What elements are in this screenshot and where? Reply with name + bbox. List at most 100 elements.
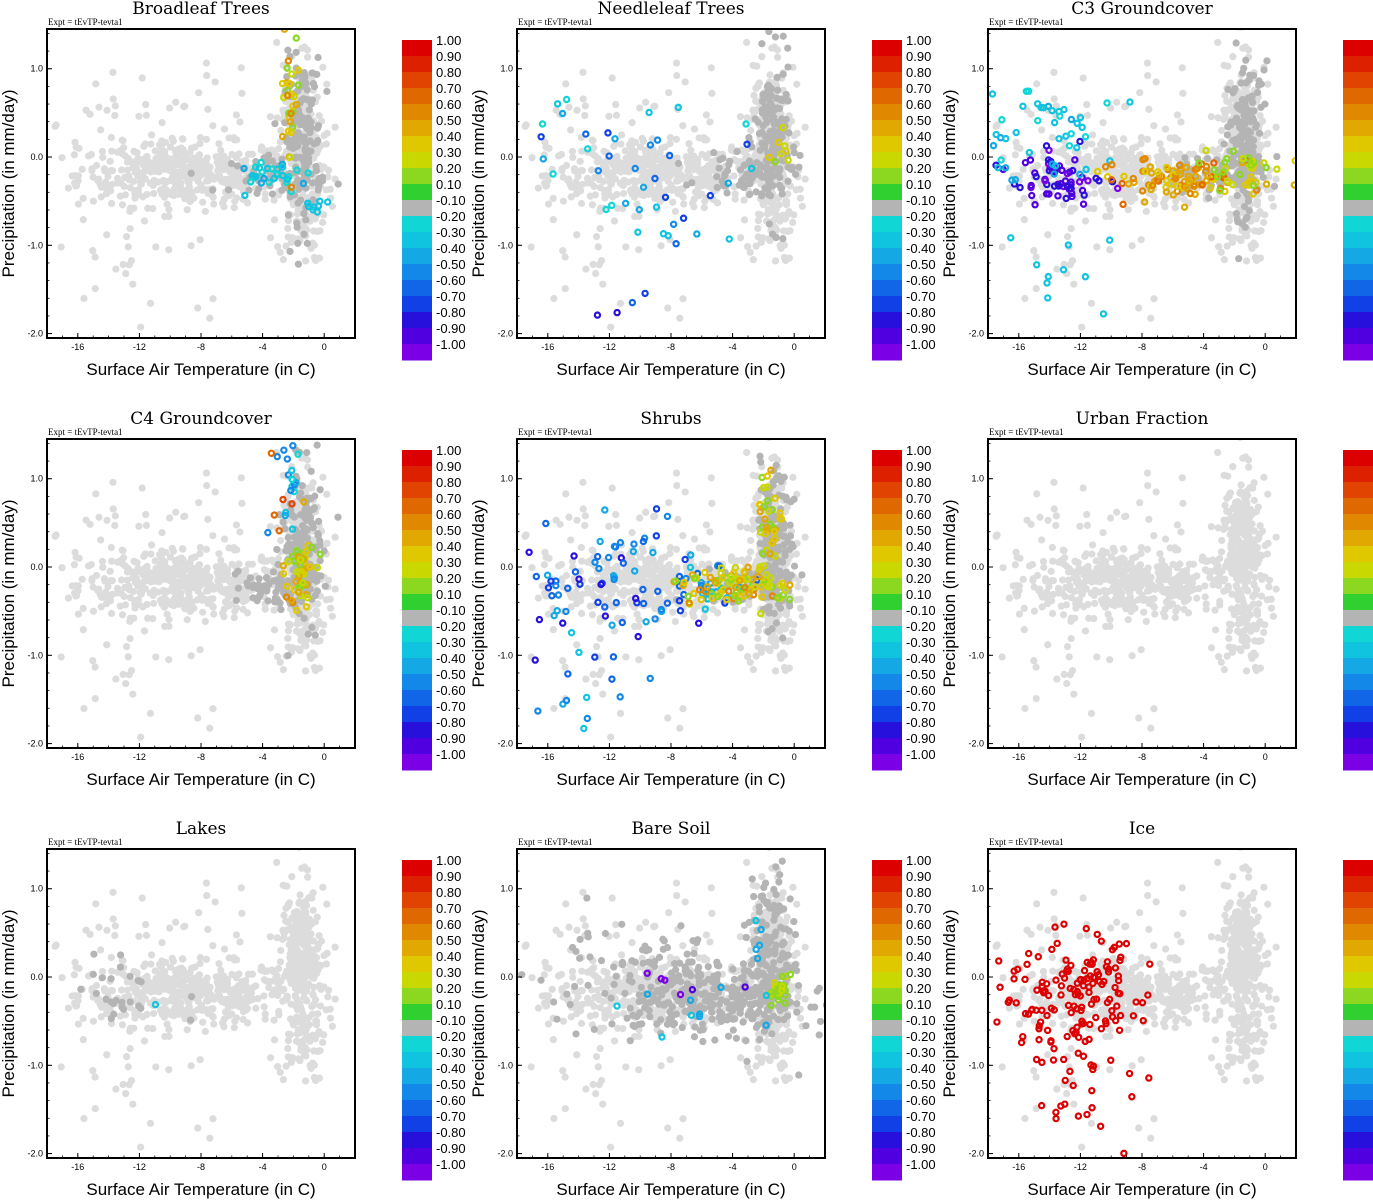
background-point [273,114,281,122]
background-point [578,167,586,175]
background-point [753,62,761,70]
background-point [218,609,227,617]
background-point [98,557,107,566]
data-point [1146,163,1154,171]
neutral-point [1228,162,1236,170]
data-point [1273,165,1281,173]
neutral-point [1233,192,1241,200]
data-point [1213,172,1222,181]
background-point [559,247,567,255]
background-point [261,190,269,198]
background-point [754,82,762,90]
neutral-point [1243,213,1251,221]
background-point [152,243,160,251]
background-point [89,607,98,615]
x-tick-label: 0 [792,342,797,352]
expt-label: Expt = tEvTP-tevta1 [48,427,123,437]
data-point [1223,154,1231,163]
data-point [645,108,653,117]
background-point [68,172,76,180]
neutral-point [294,260,303,268]
background-point [1256,254,1264,262]
data-point [278,132,287,141]
data-point [988,90,997,98]
background-point [561,284,569,293]
colorbar-swatch [872,232,902,249]
colorbar-swatch [872,168,902,185]
panel-title: C3 Groundcover [1071,0,1213,19]
background-point [52,531,60,539]
background-point [612,111,621,119]
neutral-point [1248,143,1256,151]
data-point [1059,266,1068,274]
background-point [1143,135,1152,143]
colorbar-label: 1.00 [906,33,931,48]
data-point [1195,159,1203,167]
data-point [1064,241,1073,249]
background-point [771,257,780,265]
panel-title: Needleleaf Trees [597,0,744,19]
neutral-point [710,149,718,157]
neutral-point [1263,57,1271,65]
neutral-point [1231,84,1239,93]
neutral-point [1232,114,1241,122]
background-point [118,201,127,209]
colorbar-label: -0.10 [906,193,936,208]
background-point [331,123,339,131]
background-point [260,566,268,574]
background-point [672,135,681,143]
data-point [651,174,659,183]
background-point [326,185,334,193]
background-point [1125,168,1133,176]
background-point [596,157,604,166]
background-point [165,205,173,214]
neutral-point [755,129,764,138]
background-point [1237,237,1245,245]
background-point [206,724,214,732]
background-point [701,197,709,205]
background-point [122,642,131,651]
background-point [567,193,575,201]
neutral-point [758,97,767,105]
background-point [326,595,334,603]
background-point [681,78,689,86]
colorbar-swatch [402,72,432,89]
background-point [1173,111,1182,119]
background-point [71,138,79,146]
data-point [304,169,312,177]
background-point [663,160,671,168]
data-point [605,152,613,160]
background-point [187,242,195,250]
data-point [1011,175,1020,184]
neutral-point [733,147,741,156]
data-point [1019,102,1027,110]
data-point [989,141,998,150]
background-point [161,212,169,221]
background-point [279,666,287,674]
neutral-point [1239,127,1247,135]
background-point [208,602,216,610]
data-point [1126,98,1134,106]
background-point [229,176,238,184]
background-point [152,653,160,661]
neutral-point [209,186,217,194]
background-point [687,146,695,154]
data-point [1202,146,1210,155]
background-point [1153,153,1161,161]
data-point [1147,169,1156,177]
background-point [749,256,757,264]
neutral-point [286,247,294,256]
background-point [801,123,809,131]
data-point [293,166,301,174]
data-point [774,138,783,147]
neutral-point [759,122,767,130]
background-point [562,80,570,88]
background-point [102,178,110,186]
background-point [190,604,198,612]
background-point [958,128,965,135]
background-point [193,570,201,578]
background-point [70,151,78,159]
data-point [1080,191,1088,199]
background-point [672,59,681,67]
background-point [218,199,227,207]
